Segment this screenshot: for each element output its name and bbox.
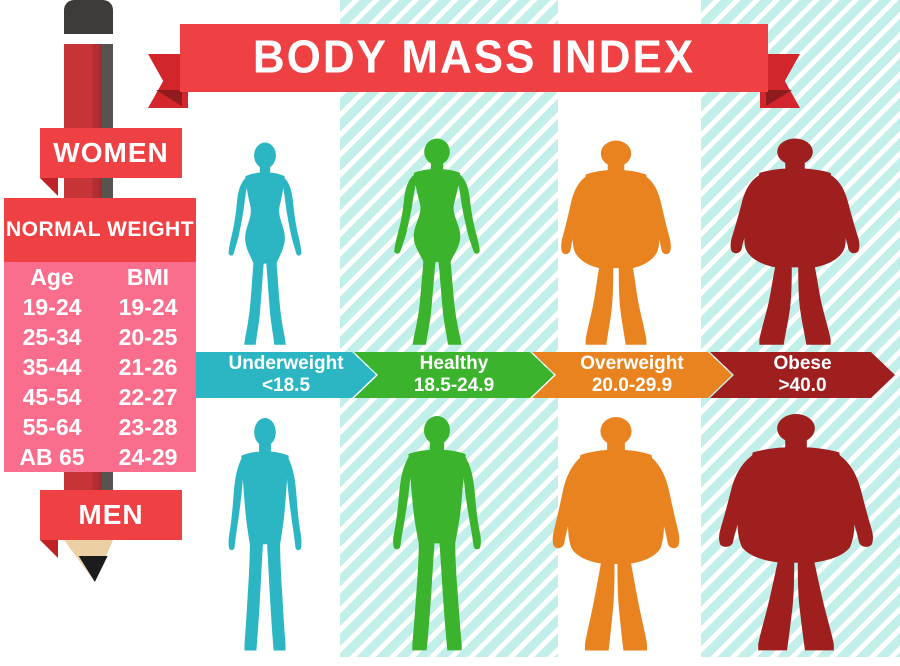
men-label: MEN: [78, 499, 144, 530]
figure-man-overweight: [542, 417, 690, 654]
table-cell-age: 25-34: [22, 323, 82, 350]
scale-segment-healthy: Healthy 18.5-24.9: [354, 352, 554, 398]
age-bmi-table: Age BMI 19-24 19-24 25-34 20-25 35-44 21…: [4, 262, 196, 472]
title-ribbon: BODY MASS INDEX: [180, 24, 768, 92]
segment-label: Overweight: [580, 353, 684, 375]
figure-woman-underweight: [213, 142, 317, 350]
figure-man-healthy: [372, 416, 502, 654]
scale-segment-underweight: Underweight <18.5: [196, 352, 376, 398]
table-cell-age: AB 65: [19, 443, 85, 470]
pencil-graphite-tip: [78, 556, 108, 582]
scale-segment-overweight: Overweight 20.0-29.9: [532, 352, 732, 398]
men-ribbon: MEN: [40, 490, 182, 540]
page-title: BODY MASS INDEX: [252, 31, 696, 84]
table-header-age: Age: [30, 263, 74, 290]
normal-weight-title: NORMAL WEIGHT: [5, 218, 195, 241]
table-cell-age: 45-54: [22, 383, 82, 410]
segment-label: Underweight: [228, 353, 344, 375]
segment-label: Healthy: [419, 353, 489, 375]
scale-segment-obese: Obese >40.0: [710, 352, 895, 398]
segment-label: Obese: [773, 353, 832, 375]
segment-range: 20.0-29.9: [591, 375, 673, 396]
figure-woman-healthy: [376, 138, 498, 350]
women-ribbon: WOMEN: [40, 128, 182, 178]
table-cell-bmi: 23-28: [118, 413, 178, 440]
segment-range: >40.0: [778, 375, 827, 396]
table-cell-bmi: 21-26: [118, 353, 178, 380]
women-ribbon-fold: [40, 178, 58, 196]
table-cell-age: 55-64: [22, 413, 82, 440]
figure-man-underweight: [211, 418, 319, 654]
table-cell-bmi: 19-24: [118, 293, 178, 320]
table-header-bmi: BMI: [126, 263, 170, 290]
figure-woman-obese: [714, 138, 876, 350]
table-cell-bmi: 24-29: [118, 443, 178, 470]
women-label: WOMEN: [53, 137, 169, 168]
segment-range: <18.5: [261, 375, 311, 396]
pencil-eraser-cap: [64, 0, 113, 34]
figure-woman-overweight: [547, 140, 685, 350]
pencil-ferrule-band: [64, 34, 113, 44]
men-ribbon-fold: [40, 540, 58, 558]
segment-range: 18.5-24.9: [413, 375, 495, 396]
normal-weight-header: NORMAL WEIGHT: [4, 198, 196, 262]
table-cell-age: 19-24: [22, 293, 82, 320]
table-cell-bmi: 20-25: [118, 323, 178, 350]
table-cell-age: 35-44: [22, 353, 82, 380]
figure-man-obese: [706, 414, 886, 654]
table-cell-bmi: 22-27: [118, 383, 178, 410]
